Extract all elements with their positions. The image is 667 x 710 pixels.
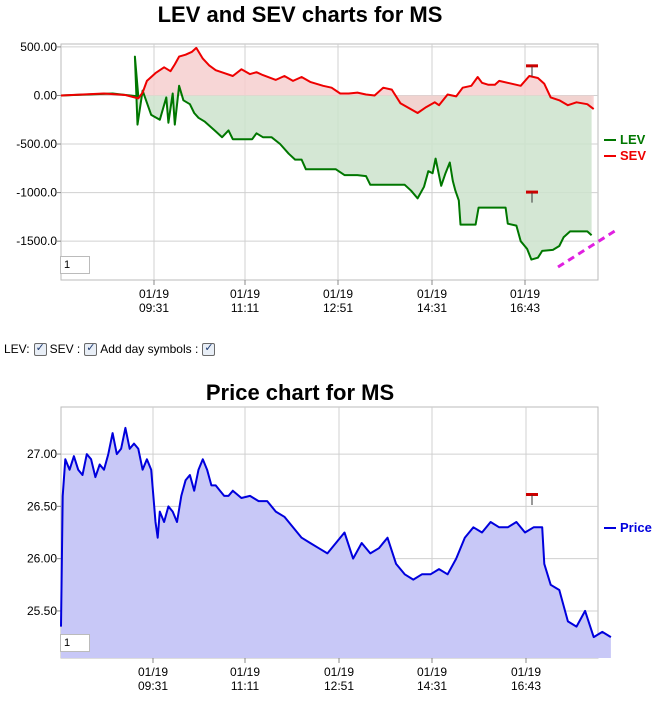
x-tick-label: 01/19 09:31 — [138, 665, 168, 693]
series-line-lev — [60, 55, 593, 261]
x-tick-label: 01/19 16:43 — [510, 287, 540, 315]
x-tick-label: 01/19 11:11 — [230, 665, 260, 693]
sev-checkbox[interactable] — [84, 341, 98, 356]
price-chart[interactable]: 27.00 26.50 26.00 25.50 01/19 09:31 01/19 11:11… — [0, 405, 667, 705]
legend-label-lev: LEV — [620, 132, 646, 147]
series-fill-lev — [61, 56, 592, 260]
day-symbols-checkbox[interactable] — [202, 341, 216, 356]
series-line-sev — [60, 46, 595, 114]
y-tick-label: -500.00 — [16, 137, 57, 151]
lev-sev-chart[interactable]: 500.00 0.00 -500.00 -1000.0 -1500.0 01/19 09:3… — [0, 22, 667, 340]
sev-day-marker — [526, 64, 538, 68]
sev-toggle-label: SEV : — [49, 342, 81, 356]
price-zoom-input[interactable]: 1 — [60, 634, 90, 652]
day-symbols-label: Add day symbols : — [100, 342, 199, 356]
y-tick-label: 27.00 — [27, 447, 57, 461]
y-tick-label: -1500.0 — [16, 234, 57, 248]
series-line-price — [60, 426, 612, 639]
x-tick-label: 01/19 12:51 — [324, 665, 354, 693]
lev-checkbox[interactable] — [33, 341, 47, 356]
x-tick-label: 01/19 14:31 — [417, 665, 447, 693]
series-fill-sev — [61, 47, 594, 113]
lev-toggle-label: LEV: — [4, 342, 30, 356]
price-day-marker — [526, 493, 538, 496]
x-tick-label: 01/19 11:11 — [230, 287, 260, 315]
x-tick-label: 01/19 12:51 — [323, 287, 353, 315]
lev-sev-zoom-input[interactable]: 1 — [60, 256, 90, 274]
y-tick-label: 500.00 — [20, 40, 57, 54]
x-tick-label: 01/19 09:31 — [139, 287, 169, 315]
lev-day-marker — [526, 190, 538, 194]
y-tick-label: 26.00 — [27, 552, 57, 566]
y-tick-label: 25.50 — [27, 604, 57, 618]
y-tick-label: 0.00 — [34, 88, 58, 102]
y-tick-label: 26.50 — [27, 499, 57, 513]
chart-controls: LEV: SEV : Add day symbols : — [4, 341, 216, 356]
lev-sev-chart-title: LEV and SEV charts for MS — [157, 2, 443, 27]
legend-label-price: Price — [620, 520, 652, 535]
x-tick-label: 01/19 14:31 — [417, 287, 447, 315]
x-tick-label: 01/19 16:43 — [511, 665, 541, 693]
legend-label-sev: SEV — [620, 148, 646, 163]
price-chart-title: Price chart for MS — [205, 380, 395, 405]
y-tick-label: -1000.0 — [16, 186, 57, 200]
